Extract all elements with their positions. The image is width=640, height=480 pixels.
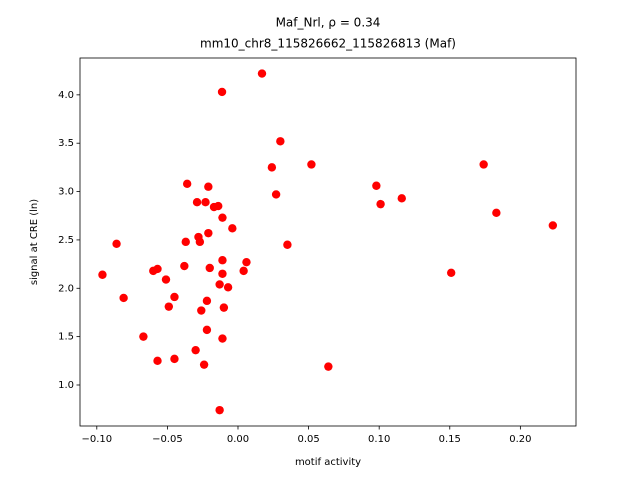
point <box>446 268 456 278</box>
point <box>267 163 277 172</box>
point <box>324 362 333 371</box>
point <box>192 198 202 207</box>
point <box>181 237 190 247</box>
point <box>199 360 209 369</box>
point <box>139 332 148 341</box>
point <box>217 87 227 97</box>
point <box>209 202 219 212</box>
point <box>98 270 107 279</box>
y-tick-label: 2.5 <box>58 235 74 246</box>
point <box>219 303 229 312</box>
x-tick-label: 0.10 <box>368 434 390 445</box>
y-tick-label: 1.0 <box>58 380 74 391</box>
y-tick-label: 4.0 <box>58 90 74 101</box>
point <box>205 263 214 273</box>
x-tick-label: 0.05 <box>297 434 319 445</box>
point <box>492 208 501 218</box>
point <box>112 239 121 248</box>
x-tick-label: 0.20 <box>509 434 531 445</box>
point <box>372 181 381 190</box>
point <box>397 194 406 203</box>
point <box>215 280 224 289</box>
point <box>218 213 227 222</box>
point <box>195 237 205 247</box>
point <box>170 354 179 364</box>
point <box>218 269 227 278</box>
point <box>149 266 158 276</box>
point <box>170 292 179 302</box>
point <box>218 256 227 265</box>
point <box>479 160 488 169</box>
point <box>218 334 227 343</box>
point <box>215 405 224 415</box>
x-tick-label: 0.15 <box>439 434 461 445</box>
point <box>223 283 233 292</box>
point <box>283 240 292 249</box>
point <box>164 302 174 311</box>
y-tick-label: 2.0 <box>58 283 74 294</box>
point <box>242 257 251 267</box>
chart-subtitle: mm10_chr8_115826662_115826813 (Maf) <box>200 37 456 51</box>
point <box>119 293 128 303</box>
point <box>307 160 316 169</box>
point <box>271 190 281 199</box>
x-axis-label: motif activity <box>295 457 361 468</box>
point <box>376 199 385 209</box>
point <box>201 198 210 207</box>
point <box>548 221 558 230</box>
point <box>276 137 285 146</box>
plot-frame <box>79 57 577 427</box>
point <box>197 306 206 315</box>
chart-title: Maf_Nrl, ρ = 0.34 <box>276 16 381 30</box>
x-tick-label: 0.00 <box>227 434 249 445</box>
point <box>202 296 212 306</box>
point <box>202 325 212 335</box>
point <box>239 266 248 276</box>
point <box>204 182 213 191</box>
point <box>153 356 162 366</box>
y-tick-label: 3.5 <box>58 138 74 149</box>
point <box>191 345 200 355</box>
y-tick-label: 1.5 <box>58 332 74 343</box>
point <box>180 261 189 271</box>
point <box>204 228 213 238</box>
point <box>182 179 192 189</box>
y-axis-label: signal at CRE (ln) <box>29 199 40 285</box>
point <box>257 69 267 78</box>
x-tick-label: −0.10 <box>81 434 112 445</box>
point <box>161 275 171 284</box>
point <box>228 224 237 233</box>
y-tick-label: 3.0 <box>58 187 74 198</box>
x-tick-label: −0.05 <box>152 434 183 445</box>
